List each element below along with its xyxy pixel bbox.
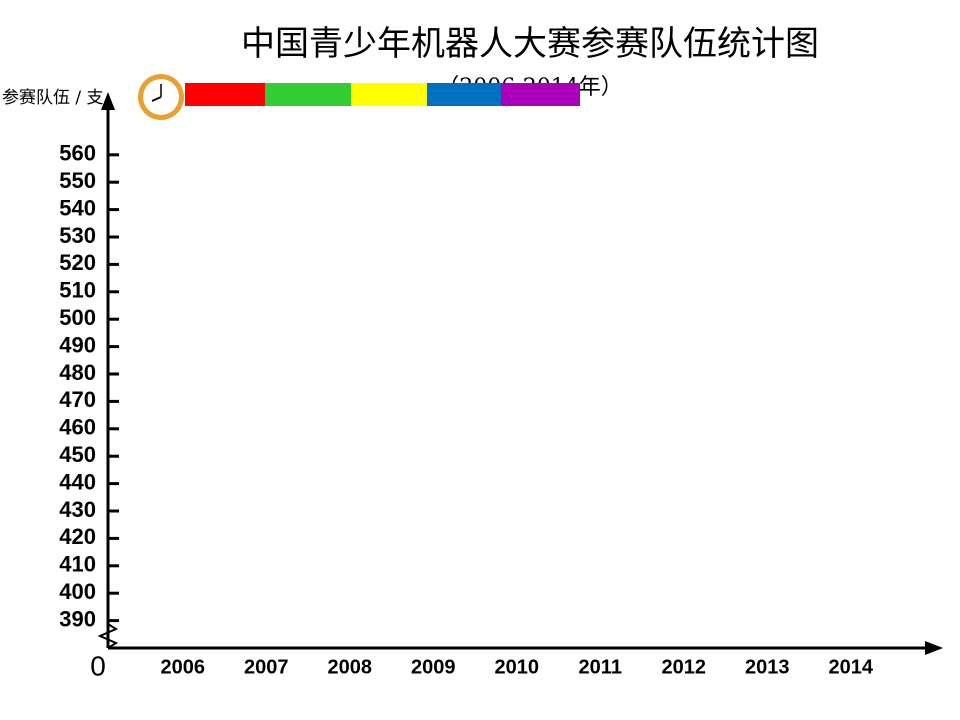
y-tick-label: 470 xyxy=(59,387,96,412)
x-tick-label: 2008 xyxy=(328,656,373,678)
x-tick-label: 2007 xyxy=(244,656,289,678)
y-tick-label: 490 xyxy=(59,332,96,357)
strip-green xyxy=(265,83,351,106)
strip-yellow xyxy=(351,83,427,106)
y-tick-label: 480 xyxy=(59,360,96,385)
color-strip xyxy=(185,83,580,106)
y-tick-label: 460 xyxy=(59,415,96,440)
x-tick-label: 2014 xyxy=(829,656,874,678)
y-tick-label: 550 xyxy=(59,168,96,193)
chart-title: 中国青少年机器人大赛参赛队伍统计图 xyxy=(241,24,819,64)
y-tick-label: 440 xyxy=(59,469,96,494)
y-arrow xyxy=(101,92,115,110)
clock-icon xyxy=(138,74,184,120)
x-tick-label: 2006 xyxy=(161,656,206,678)
x-tick-label: 2013 xyxy=(745,656,790,678)
axes xyxy=(97,92,943,655)
y-tick-label: 450 xyxy=(59,442,96,467)
x-tick-label: 2009 xyxy=(411,656,456,678)
origin-label: 0 xyxy=(90,650,106,681)
strip-purple xyxy=(501,83,580,106)
y-tick-label: 560 xyxy=(59,141,96,166)
strip-blue xyxy=(427,83,501,106)
y-tick-label: 430 xyxy=(59,497,96,522)
y-tick-label: 390 xyxy=(59,606,96,631)
y-tick-label: 540 xyxy=(59,195,96,220)
y-tick-label: 400 xyxy=(59,579,96,604)
x-tick-label: 2010 xyxy=(495,656,540,678)
y-tick-label: 530 xyxy=(59,223,96,248)
y-tick-label: 500 xyxy=(59,305,96,330)
axis-break xyxy=(97,623,119,649)
y-tick-label: 510 xyxy=(59,278,96,303)
x-tick-label: 2012 xyxy=(662,656,707,678)
strip-red xyxy=(185,83,265,106)
y-tick-label: 410 xyxy=(59,552,96,577)
x-tick-label: 2011 xyxy=(579,656,622,678)
y-tick-label: 520 xyxy=(59,250,96,275)
y-axis-label: 参赛队伍 / 支 xyxy=(2,87,104,108)
clock-hand xyxy=(151,96,162,102)
y-tick-label: 420 xyxy=(59,524,96,549)
x-arrow xyxy=(925,641,943,655)
